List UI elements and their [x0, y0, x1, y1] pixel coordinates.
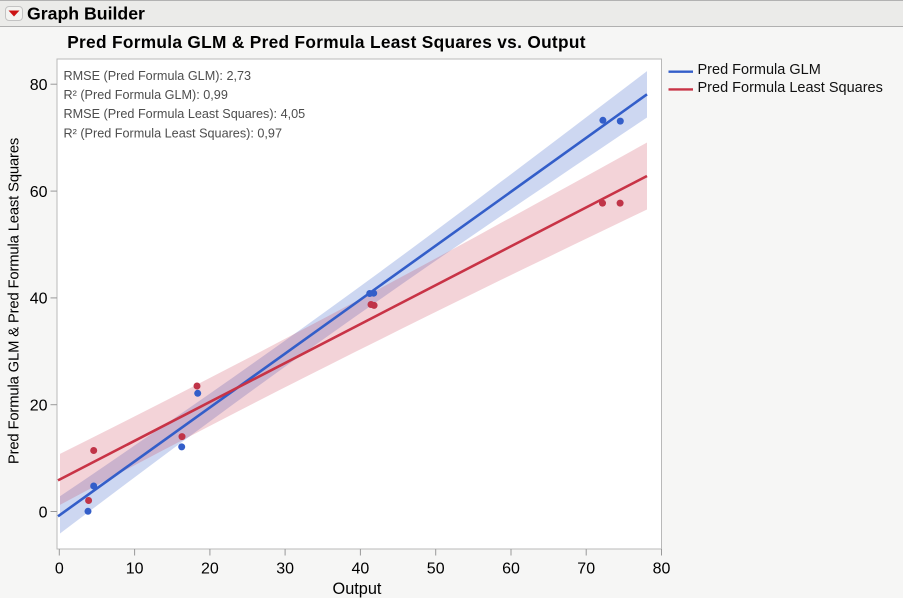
svg-text:Pred Formula GLM & Pred Formul: Pred Formula GLM & Pred Formula Least Sq…: [67, 32, 586, 52]
svg-text:Pred Formula GLM: Pred Formula GLM: [698, 62, 821, 78]
svg-text:40: 40: [352, 561, 370, 578]
svg-text:60: 60: [30, 184, 48, 201]
svg-text:0: 0: [55, 561, 64, 578]
svg-text:80: 80: [30, 77, 48, 94]
svg-text:30: 30: [276, 561, 294, 578]
svg-text:RMSE (Pred Formula Least Squar: RMSE (Pred Formula Least Squares): 4,05: [64, 107, 306, 121]
svg-text:Graph Builder: Graph Builder: [27, 3, 145, 23]
svg-text:0: 0: [39, 504, 48, 521]
svg-text:10: 10: [126, 561, 144, 578]
svg-text:20: 20: [30, 398, 48, 415]
svg-text:Pred Formula Least Squares: Pred Formula Least Squares: [698, 80, 883, 96]
svg-text:70: 70: [577, 561, 595, 578]
svg-text:Pred Formula GLM & Pred Formul: Pred Formula GLM & Pred Formula Least Sq…: [7, 138, 23, 464]
svg-text:80: 80: [653, 561, 671, 578]
svg-text:50: 50: [427, 561, 445, 578]
svg-text:R² (Pred Formula GLM): 0,99: R² (Pred Formula GLM): 0,99: [64, 88, 228, 102]
svg-text:20: 20: [201, 561, 219, 578]
svg-text:Output: Output: [333, 580, 382, 598]
svg-text:R² (Pred Formula Least Squares: R² (Pred Formula Least Squares): 0,97: [64, 126, 283, 140]
svg-text:60: 60: [502, 561, 520, 578]
svg-text:40: 40: [30, 291, 48, 308]
svg-text:RMSE (Pred Formula GLM): 2,73: RMSE (Pred Formula GLM): 2,73: [64, 69, 252, 83]
